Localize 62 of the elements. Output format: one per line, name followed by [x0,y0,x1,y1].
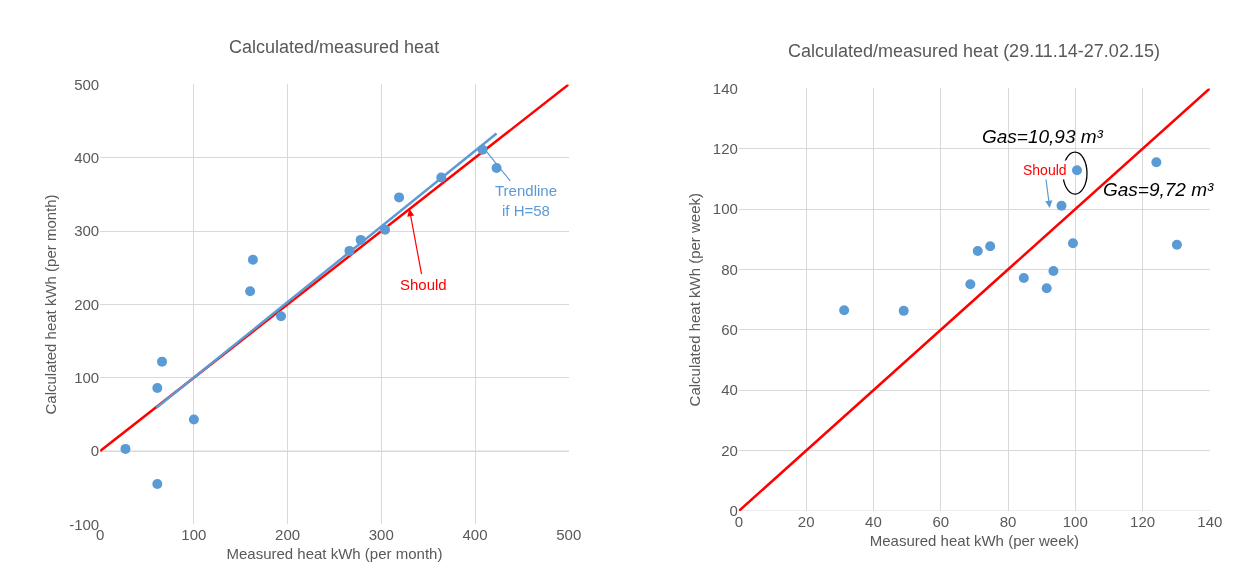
point [245,286,256,297]
point [355,234,366,245]
x-tick-label: 140 [1197,512,1223,530]
y-tick-label: 60 [721,321,738,339]
x-axis-title: Measured heat kWh (per week) [869,531,1079,549]
point [188,414,199,425]
x-axis-title: Measured heat kWh (per month) [226,545,443,563]
x-tick-label: 500 [556,526,582,544]
y-axis-title: Calculated heat kWh (per month) [42,194,60,415]
point [152,479,163,490]
point [120,443,131,454]
x-tick-label: 120 [1130,512,1156,530]
point [1067,238,1078,249]
point [965,279,976,290]
point [380,224,391,235]
point [985,241,996,252]
x-tick-label: 80 [999,512,1017,530]
point [1171,239,1182,250]
point [1048,266,1059,276]
y-tick-label: 400 [74,149,100,167]
point [1056,200,1067,211]
y-tick-label: 20 [721,441,738,459]
point [898,305,909,316]
point [247,254,258,265]
y-tick-label: 500 [74,75,100,93]
y-tick-label: 40 [721,381,738,399]
x-tick-label: 100 [1062,512,1088,530]
point [152,383,163,394]
y-tick-label: 100 [712,200,738,218]
y-tick-label: 80 [721,260,738,278]
point [157,356,168,367]
x-tick-label: 400 [462,526,488,544]
point [436,172,447,183]
y-tick-label: 100 [74,369,100,387]
chart-title: Calculated/measured heat [229,37,440,57]
point [839,305,850,316]
point [1041,283,1052,294]
point [1018,272,1029,283]
x-tick-label: 300 [368,526,394,544]
x-tick-label: 40 [865,512,882,530]
point [394,192,405,203]
y-axis-title: Calculated heat kWh (per week) [686,192,704,407]
annotation: Trendline if H=58 [495,182,557,219]
y-tick-label: 120 [712,140,738,157]
x-tick-label: 60 [932,512,950,530]
annotation: Should [1023,162,1067,178]
point [972,246,983,257]
y-tick-label: 200 [74,295,100,313]
y-tick-label: 140 [712,79,738,97]
annotation: Should [400,276,447,293]
annotation: Gas=9,72 m³ [1103,179,1215,200]
x-tick-label: 100 [181,526,207,544]
point [477,144,488,155]
point [344,245,355,256]
x-tick-label: 20 [797,512,815,530]
annotation: Gas=10,93 m³ [982,126,1104,147]
point [1151,157,1162,168]
x-tick-label: 200 [275,526,301,544]
point [276,311,287,322]
y-tick-label: 0 [90,442,100,460]
y-tick-label: 300 [74,222,100,240]
chart-title: Calculated/measured heat (29.11.14-27.02.15) [788,41,1160,61]
